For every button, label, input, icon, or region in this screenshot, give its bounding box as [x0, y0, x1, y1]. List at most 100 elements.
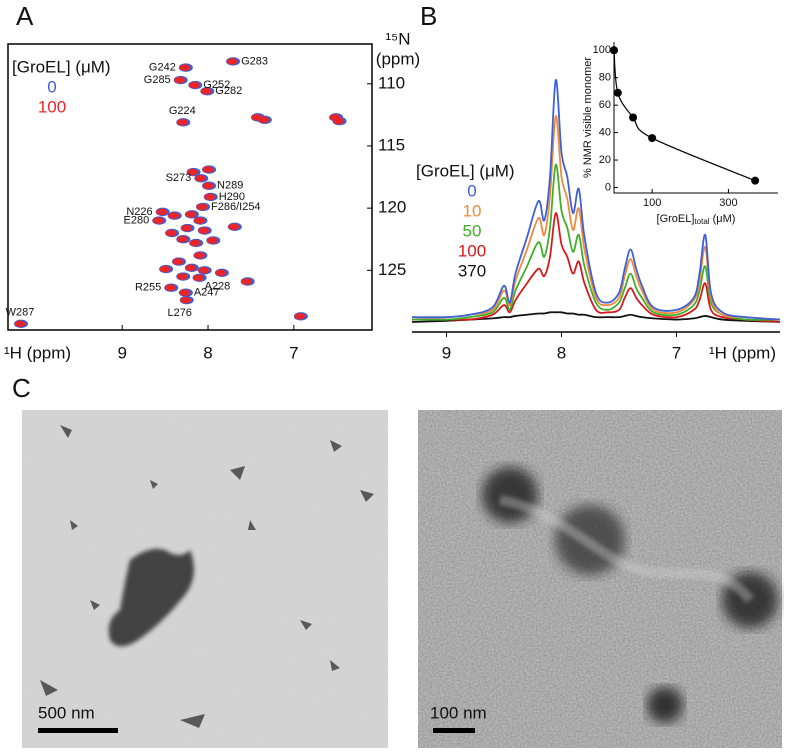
peak	[202, 182, 214, 190]
y-tick-label: 100	[593, 44, 611, 56]
x-axis-label: ¹H (ppm)	[709, 343, 776, 362]
x-axis-label-sub: total	[694, 217, 709, 226]
peak	[180, 296, 192, 304]
peak-label: E280	[124, 214, 150, 226]
legend-entry: 0	[47, 77, 56, 96]
peak	[193, 217, 205, 224]
legend-entry: 100	[458, 241, 486, 260]
peak	[294, 313, 306, 320]
peak	[204, 193, 216, 201]
data-point	[648, 134, 657, 143]
y-tick-label: 120	[378, 198, 406, 217]
y-tick-label: 125	[378, 260, 406, 279]
peak	[194, 174, 206, 182]
micrograph-left	[22, 410, 388, 748]
peak-label: G282	[215, 85, 242, 97]
peak	[193, 252, 205, 259]
plot-frame	[7, 43, 373, 331]
panel-label: A	[16, 1, 34, 31]
peak	[193, 274, 205, 282]
x-tick-label: 8	[557, 343, 566, 362]
data-point	[629, 113, 638, 122]
peak	[202, 166, 214, 173]
peak	[187, 168, 199, 176]
peak-label: G242	[149, 62, 176, 74]
peak	[179, 64, 191, 71]
peak	[200, 87, 212, 95]
peak	[168, 212, 180, 219]
spectrum-line	[411, 163, 781, 321]
peak-label: A247	[194, 287, 220, 299]
micrograph-right	[418, 410, 782, 748]
data-point	[613, 88, 622, 97]
peak-label: G252	[203, 79, 230, 91]
legend-entry: 50	[463, 221, 482, 240]
scale-bar	[433, 728, 475, 733]
peak	[181, 224, 193, 232]
x-axis-label-main: [GroEL]	[657, 213, 695, 225]
y-axis-label: (ppm)	[376, 49, 420, 68]
spectrum-line	[411, 79, 781, 321]
peak-label: G224	[169, 105, 196, 117]
y-tick-label: 115	[378, 135, 405, 154]
spectrum-line	[411, 311, 781, 323]
scale-bar-label: 500 nm	[38, 703, 95, 722]
peak	[176, 119, 188, 126]
peak-label: L276	[167, 307, 191, 319]
peak-label: S273	[166, 172, 192, 184]
peak	[258, 116, 270, 124]
x-axis-label: ¹H (ppm)	[4, 343, 71, 362]
inset-bg	[614, 42, 778, 193]
legend-entry: 10	[463, 201, 482, 220]
panel-label: B	[420, 1, 437, 31]
y-tick-label: 40	[599, 127, 611, 139]
peak-label: G283	[241, 55, 268, 67]
legend-title: [GroEL] (μM)	[416, 161, 515, 180]
y-tick-label: 0	[605, 181, 611, 193]
peak-label: W287	[6, 307, 35, 319]
peak	[152, 217, 164, 224]
peak	[156, 208, 168, 216]
spectrum-line	[412, 212, 781, 323]
data-point	[610, 46, 618, 55]
peak	[189, 239, 201, 247]
peak	[179, 289, 191, 296]
y-axis-label: % NMR visible monomer	[582, 57, 594, 178]
y-tick-label: 60	[599, 99, 611, 111]
peak	[176, 273, 188, 280]
peak	[174, 76, 186, 84]
legend-entry: 370	[458, 261, 486, 280]
peak	[333, 117, 345, 125]
x-tick-label: 9	[117, 343, 126, 362]
x-tick-label: 300	[719, 197, 737, 209]
peak	[188, 81, 200, 89]
peak	[198, 267, 210, 274]
peak-label: N226	[126, 206, 152, 218]
y-tick-label: 110	[378, 73, 405, 92]
peak	[198, 227, 210, 234]
x-axis-label: [GroEL]total (μM)	[657, 213, 736, 226]
peak-label: H290	[219, 191, 245, 203]
scale-bar	[38, 728, 118, 733]
x-axis-label-unit: (μM)	[710, 213, 736, 225]
peak	[164, 284, 176, 292]
peak	[159, 265, 171, 273]
peak	[172, 258, 184, 265]
data-point	[751, 176, 760, 185]
x-tick-label: 7	[289, 343, 298, 362]
peak	[185, 264, 197, 272]
peak-label: R255	[135, 282, 161, 294]
panel-label: C	[12, 373, 31, 403]
peak	[165, 229, 177, 237]
peak	[226, 58, 238, 65]
peak	[241, 278, 253, 285]
peak	[185, 211, 197, 218]
peak-label: G285	[144, 74, 171, 86]
peak	[14, 320, 26, 328]
y-tick-label: 80	[599, 72, 611, 84]
peak	[228, 223, 240, 231]
peak	[196, 203, 208, 211]
peak-label: F286/I254	[211, 201, 261, 213]
scale-bar-label: 100 nm	[430, 703, 487, 722]
